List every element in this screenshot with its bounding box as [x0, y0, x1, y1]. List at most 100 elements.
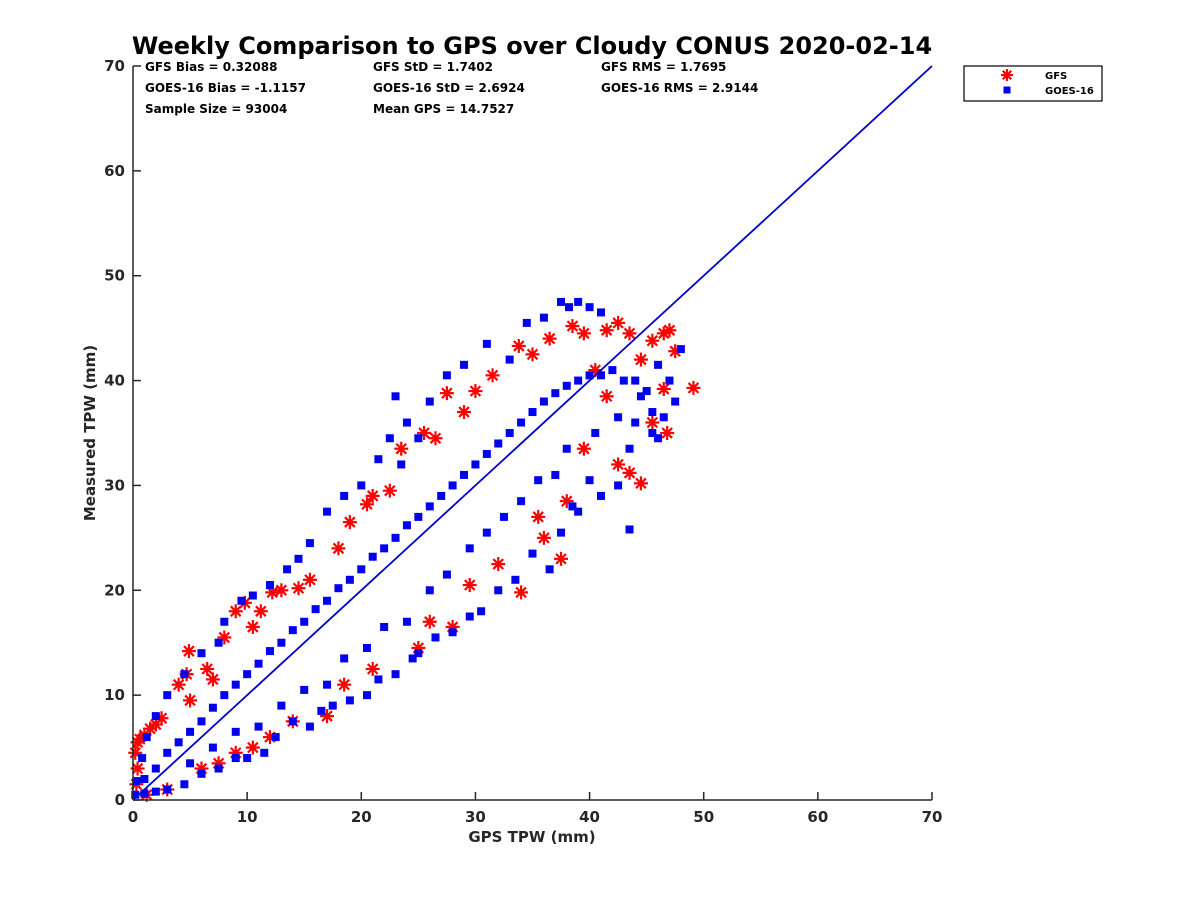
goes16-point [460, 360, 469, 369]
goes16-point [397, 460, 406, 469]
gfs-point [422, 614, 437, 629]
goes16-point [142, 733, 151, 742]
goes16-point [408, 654, 417, 663]
x-tick-label: 60 [807, 808, 828, 826]
gfs-point [205, 672, 220, 687]
goes16-point [505, 429, 514, 437]
goes16-point [614, 413, 623, 422]
goes16-point [151, 712, 160, 721]
one-to-one-line [132, 65, 933, 801]
y-axis-label: Measured TPW (mm) [81, 345, 99, 521]
goes16-point [138, 754, 147, 763]
gfs-point [439, 386, 454, 401]
goes16-point [300, 617, 309, 626]
goes16-point [517, 418, 526, 427]
stat-goes16-bias: GOES-16 Bias = -1.1157 [145, 81, 306, 95]
goes16-point [163, 785, 172, 794]
goes16-point [402, 617, 411, 626]
goes16-point [208, 743, 217, 752]
goes16-point [368, 552, 377, 561]
y-axis-ticks: 0 10 20 30 40 50 60 70 [104, 57, 141, 809]
gfs-point [554, 551, 569, 566]
goes16-point [671, 397, 680, 406]
gfs-point [645, 415, 660, 430]
goes16-point [277, 638, 286, 647]
goes16-point [596, 371, 605, 380]
goes16-point [132, 777, 141, 786]
gfs-point [228, 604, 243, 619]
goes16-point [585, 303, 594, 312]
goes16-point [151, 764, 160, 773]
goes16-point [208, 703, 217, 712]
goes16-point [214, 638, 223, 647]
goes16-point [385, 434, 394, 443]
goes16-point [391, 670, 400, 679]
goes16-point [323, 507, 332, 516]
gfs-point [183, 693, 198, 708]
goes16-point [131, 790, 140, 799]
goes16-point [402, 418, 411, 427]
goes16-point [431, 633, 440, 642]
goes16-point [345, 696, 354, 705]
legend-box [963, 65, 1103, 102]
goes16-point [505, 355, 514, 364]
goes16-point [220, 617, 229, 626]
gfs-point [599, 389, 614, 404]
gfs-point [245, 619, 260, 634]
goes16-point [448, 481, 457, 490]
gfs-point [611, 315, 626, 330]
goes16-point [334, 584, 343, 593]
goes16-point [494, 439, 503, 448]
stat-sample-size: Sample Size = 93004 [145, 102, 287, 116]
reference-line-group [132, 65, 933, 801]
x-tick-label: 20 [351, 808, 372, 826]
goes16-point [534, 476, 543, 485]
gfs-point [365, 488, 380, 503]
goes16-point [442, 570, 451, 579]
goes16-point [425, 586, 434, 595]
goes16-point [186, 759, 195, 768]
legend-goes16-label: GOES-16 [1045, 86, 1094, 97]
goes16-point [380, 544, 389, 553]
goes16-point [442, 371, 451, 380]
gfs-point [565, 319, 580, 334]
goes16-point [425, 397, 434, 406]
gfs-point [253, 604, 268, 619]
goes16-point [448, 628, 457, 637]
goes16-point [323, 680, 332, 689]
goes16-point [277, 701, 286, 710]
goes16-point [654, 360, 663, 369]
gfs-point [576, 326, 591, 341]
gfs-point [491, 557, 506, 572]
goes16-point [288, 717, 297, 726]
goes16-point [357, 481, 366, 490]
goes16-point [619, 376, 628, 385]
goes16-point [648, 408, 657, 417]
goes16-point [539, 397, 548, 406]
goes16-point [648, 429, 657, 437]
goes16-point [591, 429, 600, 437]
gfs-point [660, 426, 675, 440]
goes16-point [414, 512, 423, 521]
goes16-point [425, 502, 434, 511]
goes16-point [676, 345, 685, 354]
goes16-point [465, 612, 474, 621]
gfs-point [656, 381, 671, 396]
goes16-point [596, 491, 605, 500]
gfs-point [686, 380, 701, 395]
goes16-point [265, 647, 274, 656]
goes16-point [471, 460, 480, 469]
goes16-point [254, 659, 263, 668]
gfs-point [382, 483, 397, 498]
y-tick-label: 30 [104, 476, 125, 494]
stat-goes16-std: GOES-16 StD = 2.6924 [373, 81, 525, 95]
stat-goes16-rms: GOES-16 RMS = 2.9144 [601, 81, 758, 95]
goes16-point [465, 544, 474, 553]
x-tick-label: 30 [465, 808, 486, 826]
goes16-point [511, 575, 520, 584]
goes16-point [391, 533, 400, 542]
goes16-point [659, 413, 668, 422]
y-tick-label: 60 [104, 162, 125, 180]
goes16-point [596, 308, 605, 317]
